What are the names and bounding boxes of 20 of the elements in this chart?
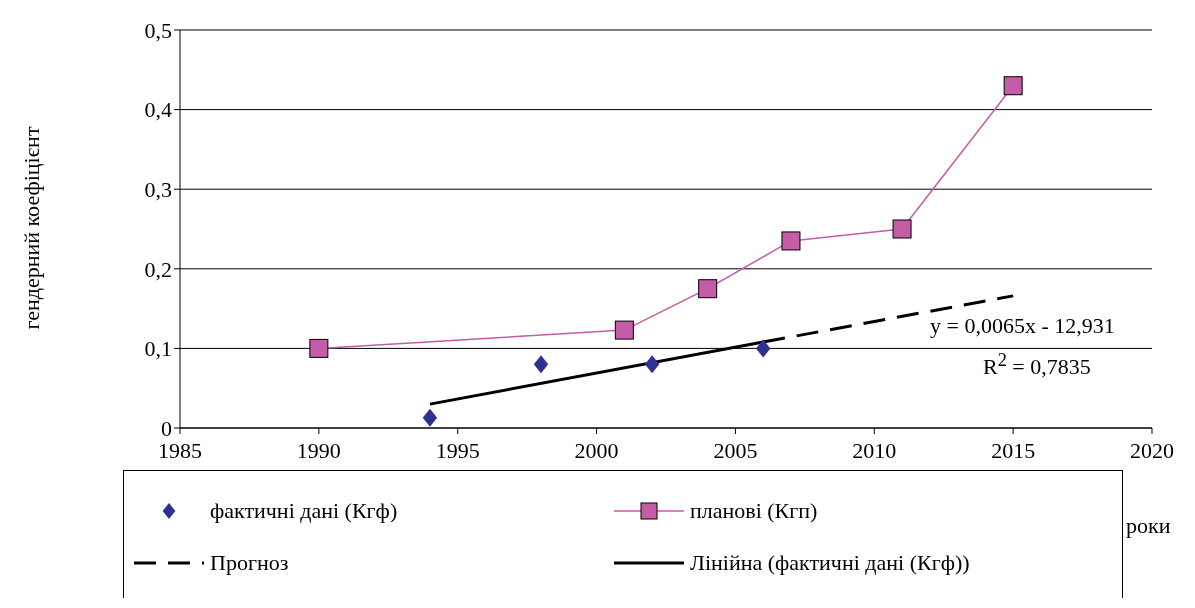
legend-label: планові (Кгп) [690, 498, 818, 524]
x-axis-title: роки [1126, 513, 1171, 539]
y-tick-label: 0,2 [144, 256, 172, 282]
x-tick-label: 1995 [435, 437, 480, 463]
annotation: y = 0,0065x - 12,931 [930, 313, 1115, 339]
legend-label: Прогноз [210, 550, 289, 576]
x-tick-label: 2010 [852, 437, 897, 463]
y-tick-label: 0,1 [144, 336, 172, 362]
annotation: R$^{2}$ = 0,7835 [983, 350, 1091, 381]
y-axis-title: гендерний коефіцієнт [19, 126, 45, 330]
y-tick-label: 0,4 [144, 97, 172, 123]
legend-label: фактичні дані (Кгф) [210, 498, 398, 524]
x-tick-label: 2020 [1130, 437, 1174, 463]
x-tick-label: 2015 [991, 437, 1036, 463]
x-tick-label: 2000 [574, 437, 619, 463]
x-tick-label: 2005 [713, 437, 758, 463]
legend-label: Лінійна (фактичні дані (Кгф)) [690, 550, 970, 576]
y-tick-label: 0,3 [144, 177, 172, 203]
x-tick-label: 1990 [296, 437, 341, 463]
y-tick-label: 0,5 [144, 17, 172, 43]
